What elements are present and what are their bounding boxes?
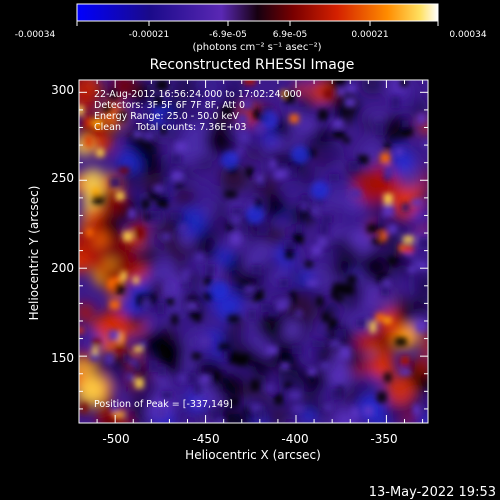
x-axis-label: Heliocentric X (arcsec) [185,448,321,462]
y-tick-label: 150 [51,351,74,365]
y-tick-labels: 300 250 200 150 [51,83,74,365]
plot-frame [78,79,429,424]
y-tick-label: 200 [51,261,74,275]
info-overlay: 22-Aug-2012 16:56:24.000 to 17:02:24.000… [94,89,302,133]
info-line-time: 22-Aug-2012 16:56:24.000 to 17:02:24.000 [94,89,302,100]
colorbar-tick-label: -6.9e-05 [209,30,247,40]
colorbar-ticks [76,21,439,26]
axis-ticks [79,80,428,423]
colorbar-tick-label: 0.00021 [351,30,388,40]
colorbar-tick-label: 6.9e-05 [273,30,308,40]
x-tick-label: -350 [370,432,397,446]
info-line-energy: Energy Range: 25.0 - 50.0 keV [94,111,239,122]
x-tick-label: -400 [281,432,308,446]
y-tick-label: 250 [51,171,74,185]
peak-position-label: Position of Peak = [-337,149] [94,399,233,410]
y-tick-label: 300 [51,83,74,97]
colorbar-unit-label: (photons cm⁻² s⁻¹ asec⁻²) [192,42,321,53]
info-line-counts: Clean Total counts: 7.36E+03 [94,122,246,133]
colorbar-tick-label: -0.00021 [129,30,169,40]
x-tick-label: -450 [192,432,219,446]
colorbar [76,3,439,22]
colorbar-tick-label: -0.00034 [15,30,56,40]
info-line-detectors: Detectors: 3F 5F 6F 7F 8F, Att 0 [94,100,245,111]
footer-timestamp: 13-May-2022 19:53 [369,485,496,500]
x-tick-label: -500 [102,432,129,446]
rhessi-image [79,80,428,423]
plot-title: Reconstructed RHESSI Image [150,57,355,73]
colorbar-tick-label: 0.00034 [449,30,486,40]
x-tick-labels: -500 -450 -400 -350 [102,432,397,446]
y-axis-label: Heliocentric Y (arcsec) [27,186,41,321]
colorbar-tick-labels: -0.00034 -0.00021 -6.9e-05 6.9e-05 0.000… [15,30,487,40]
